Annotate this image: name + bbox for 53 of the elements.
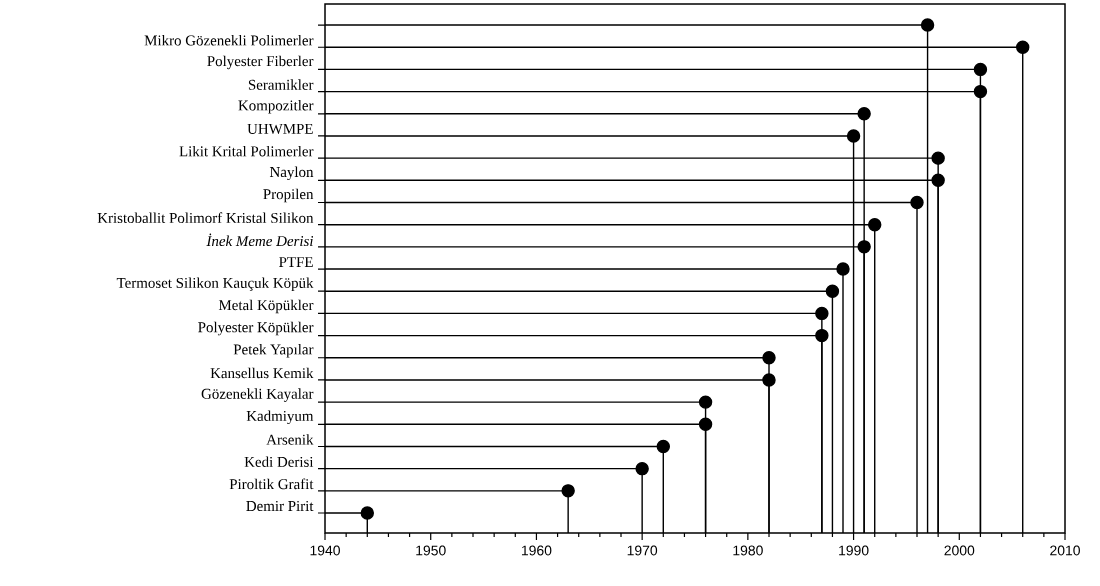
point <box>360 506 374 520</box>
y-tick-label: Naylon <box>269 166 314 181</box>
point <box>825 284 840 298</box>
point <box>762 373 776 387</box>
point <box>857 107 871 121</box>
point <box>857 240 871 254</box>
x-tick-label: 1980 <box>733 545 763 556</box>
point <box>920 18 935 32</box>
point <box>815 328 829 343</box>
x-tick-label: 2010 <box>1050 545 1080 556</box>
point <box>910 195 924 210</box>
point <box>868 217 882 232</box>
point <box>635 461 649 476</box>
y-tick-label: Kedi Derisi <box>244 456 314 467</box>
point <box>815 306 829 321</box>
x-tick-label: 1960 <box>521 545 552 556</box>
point <box>762 351 776 365</box>
y-tick-label: Kompozitler <box>238 100 314 114</box>
y-tick-label: Piroltik Grafit <box>229 478 314 490</box>
y-tick-label: Demir Pirit <box>246 501 314 512</box>
y-tick-label: UHWMPE <box>247 123 313 134</box>
y-tick-label: Metal Köpükler <box>218 299 314 314</box>
y-tick-label: Polyester Fiberler <box>207 55 314 70</box>
y-tick-label: Arsenik <box>266 434 314 445</box>
point <box>973 84 988 99</box>
point <box>973 62 988 77</box>
point <box>931 151 945 165</box>
y-tick-label: İnek Meme Derisi <box>206 233 314 247</box>
point <box>836 262 850 276</box>
y-tick-label: Kadmiyum <box>246 410 314 425</box>
y-tick-label: Propilen <box>263 188 314 203</box>
y-tick-label: Polyester Köpükler <box>198 321 314 336</box>
x-tick-label: 1940 <box>310 545 340 556</box>
y-tick-label: Termoset Silikon Kauçuk Köpük <box>116 277 314 291</box>
x-tick-label: 2000 <box>944 545 975 556</box>
y-tick-label: PTFE <box>279 257 313 267</box>
y-tick-label: Gözenekli Kayalar <box>201 388 314 402</box>
y-tick-label: Kansellus Kemik <box>210 367 314 379</box>
x-tick-label: 1990 <box>839 545 869 556</box>
y-tick-label: Seramikler <box>248 79 314 90</box>
point <box>656 439 670 454</box>
point <box>561 484 575 498</box>
point <box>846 129 861 143</box>
y-tick-label: Mikro Gözenekli Polimerler <box>144 34 314 46</box>
point <box>698 395 713 409</box>
point <box>698 417 713 431</box>
point <box>931 173 945 188</box>
y-tick-label: Likit Krital Polimerler <box>179 145 314 157</box>
point <box>1016 40 1030 54</box>
y-tick-label: Petek Yapılar <box>233 343 314 358</box>
x-tick-label: 1970 <box>627 545 658 556</box>
x-tick-label: 1950 <box>416 545 446 556</box>
y-tick-label: Kristoballit Polimorf Kristal Silikon <box>97 212 314 224</box>
